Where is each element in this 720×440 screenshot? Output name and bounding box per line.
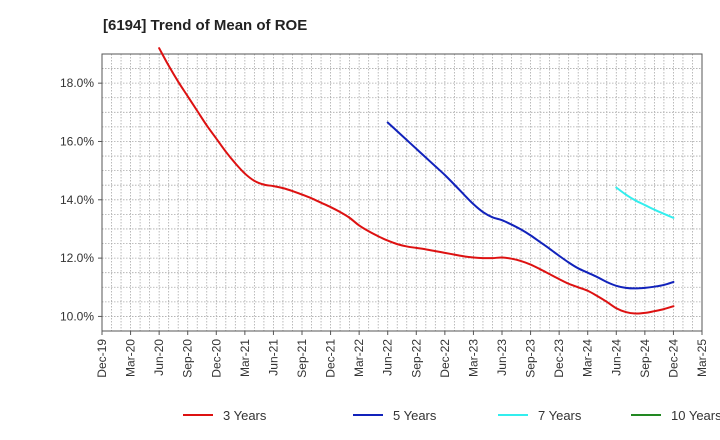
y-tick-label: 12.0%: [60, 251, 94, 265]
x-tick-label: Jun-24: [609, 339, 623, 376]
x-tick-label: Sep-22: [409, 339, 423, 378]
plot-frame: [101, 53, 703, 332]
legend-label-3-years: 3 Years: [223, 408, 267, 423]
legend: 3 Years 5 Years 7 Years 10 Years: [183, 408, 720, 423]
axis-layer: 10.0% 12.0% 14.0% 16.0% 18.0% Dec-19 Mar-20 Jun…: [60, 53, 709, 378]
x-tick-label: Dec-24: [666, 339, 680, 378]
plot-area: [102, 54, 702, 331]
y-tick-label: 14.0%: [60, 193, 94, 207]
x-tick-label: Sep-21: [295, 339, 309, 378]
x-tick-label: Mar-21: [238, 339, 252, 377]
x-tick-label: Jun-22: [381, 339, 395, 376]
x-tick-label: Jun-23: [495, 339, 509, 376]
x-tick-label: Dec-22: [438, 339, 452, 378]
series-line-3-years: [158, 47, 675, 315]
x-tick-label: Jun-21: [266, 339, 280, 376]
x-tick-label: Mar-25: [695, 339, 709, 377]
x-tick-label: Jun-20: [152, 339, 166, 376]
series-line-5-years: [386, 121, 675, 290]
series-layer: [158, 47, 675, 315]
x-tick-label: Dec-19: [95, 339, 109, 378]
x-tick-label: Dec-23: [552, 339, 566, 378]
x-tick-label: Mar-22: [352, 339, 366, 377]
chart-title: [6194] Trend of Mean of ROE: [103, 17, 307, 34]
grid-layer: [102, 54, 702, 331]
x-tick-label: Sep-23: [524, 339, 538, 378]
x-tick-label: Mar-24: [581, 339, 595, 377]
legend-label-7-years: 7 Years: [538, 408, 582, 423]
y-tick-label: 18.0%: [60, 76, 94, 90]
x-tick-label: Mar-23: [466, 339, 480, 377]
x-tick-label: Dec-20: [209, 339, 223, 378]
series-line-7-years: [615, 186, 675, 219]
x-tick-label: Sep-24: [638, 339, 652, 378]
y-tick-label: 16.0%: [60, 134, 94, 148]
x-tick-label: Dec-21: [324, 339, 338, 378]
legend-label-5-years: 5 Years: [393, 408, 437, 423]
x-tick-label: Sep-20: [181, 339, 195, 378]
x-tick-label: Mar-20: [124, 339, 138, 377]
legend-label-10-years: 10 Years: [671, 408, 720, 423]
y-tick-label: 10.0%: [60, 309, 94, 323]
